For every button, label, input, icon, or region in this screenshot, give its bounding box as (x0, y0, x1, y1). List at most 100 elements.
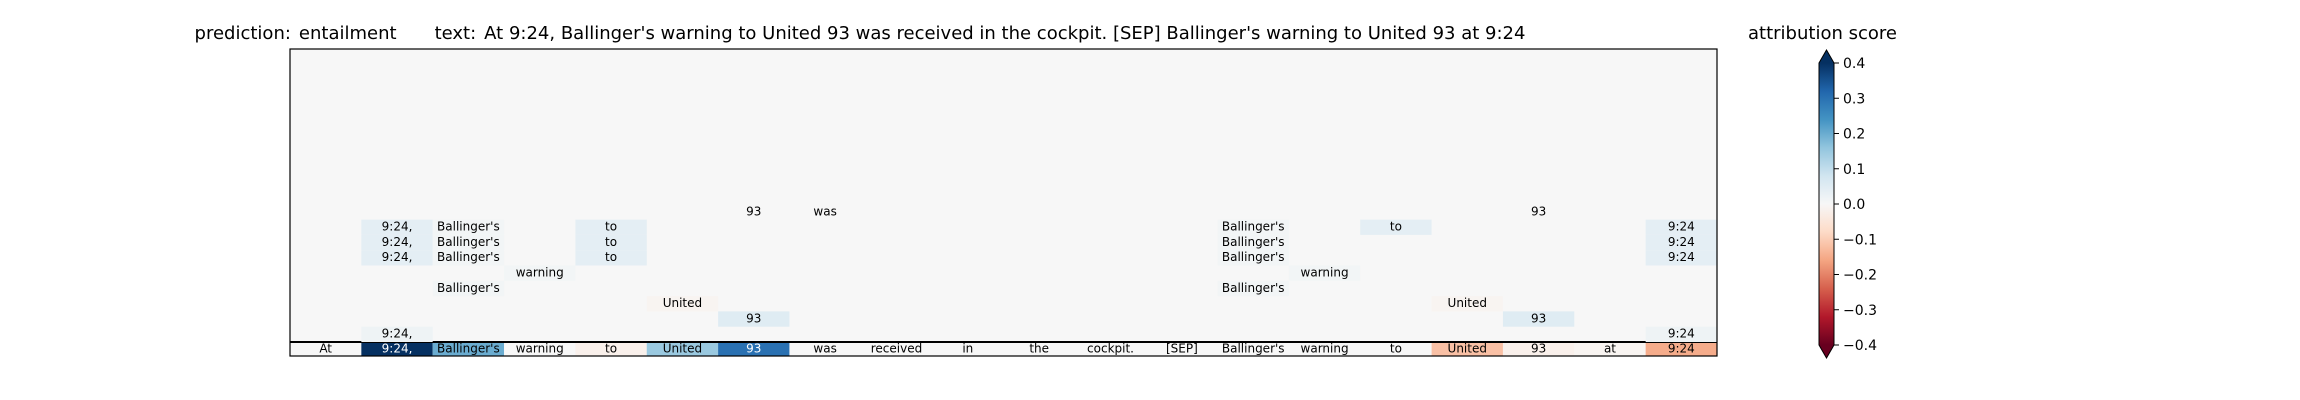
heatmap-cell (432, 234, 505, 251)
input-token-label: warning (516, 342, 564, 356)
heatmap-cell (575, 250, 647, 266)
heatmap-token-label: United (663, 296, 702, 310)
heatmap-token-label: 9:24 (1668, 220, 1695, 234)
chart-title: prediction: entailment text: At 9:24, Balli… (0, 23, 1720, 44)
input-token-label: in (962, 342, 973, 356)
heatmap-cell (1645, 250, 1717, 266)
colorbar-tick-label: 0.0 (1843, 197, 1865, 213)
heatmap-token-label: 9:24 (1668, 327, 1695, 341)
input-token-label: At (319, 342, 332, 356)
prediction-label: prediction: (194, 23, 291, 44)
heatmap-cell (789, 204, 861, 220)
heatmap-cell (361, 234, 433, 251)
heatmap-cell (718, 204, 790, 220)
input-cell (1003, 342, 1075, 356)
input-token-label: cockpit. (1087, 342, 1134, 356)
input-token-label: 9:24 (1668, 342, 1695, 356)
heatmap-cell (1360, 219, 1432, 235)
text-value: At 9:24, Ballinger's warning to United 9… (484, 23, 1526, 44)
heatmap-token-label: 9:24 (1668, 250, 1695, 264)
colorbar-tick-label: 0.1 (1843, 162, 1865, 178)
heatmap-token-label: warning (516, 266, 564, 280)
input-token-label: 9:24, (382, 342, 413, 356)
input-cell (432, 342, 505, 356)
colorbar-gradient-bar (1819, 63, 1834, 345)
heatmap-token-label: 9:24 (1668, 235, 1695, 249)
input-cell (860, 342, 933, 356)
heatmap-token-label: was (813, 204, 836, 218)
heatmap-token-label: 9:24, (382, 235, 413, 249)
input-token-label: to (1390, 342, 1402, 356)
input-token-label: Ballinger's (437, 342, 500, 356)
heatmap-cell (432, 219, 505, 235)
heatmap-cell (1502, 311, 1575, 327)
input-token-label: 93 (1531, 342, 1546, 356)
heatmap-token-label: warning (1301, 266, 1349, 280)
heatmap-cell (1645, 234, 1717, 251)
heatmap-cell (432, 250, 505, 266)
heatmap-token-label: Ballinger's (437, 250, 500, 264)
heatmap-token-label: Ballinger's (437, 281, 500, 295)
input-cell (504, 342, 576, 356)
input-cell (575, 342, 647, 356)
heatmap-token-label: 93 (1531, 311, 1546, 325)
colorbar-tick-label: −0.3 (1843, 303, 1877, 319)
heatmap-token-label: to (1390, 220, 1402, 234)
heatmap-token-label: to (605, 250, 617, 264)
heatmap-cell (432, 280, 505, 297)
colorbar-extend-bottom (1819, 345, 1834, 358)
input-cell (1146, 342, 1218, 356)
heatmap-cell (1217, 250, 1289, 266)
input-cell (1074, 342, 1147, 356)
input-token-label: [SEP] (1166, 342, 1198, 356)
heatmap-token-label: 93 (1531, 204, 1546, 218)
heatmap-token-label: 9:24, (382, 327, 413, 341)
input-cell (1574, 342, 1646, 356)
input-cell (1360, 342, 1432, 356)
heatmap-token-label: Ballinger's (1222, 281, 1285, 295)
input-token-label: Ballinger's (1222, 342, 1285, 356)
input-cell (290, 342, 362, 356)
input-cell (1431, 342, 1503, 356)
heatmap-token-label: Ballinger's (1222, 235, 1285, 249)
heatmap-cell (361, 250, 433, 266)
input-cell (718, 342, 790, 356)
input-cell (1645, 342, 1717, 356)
colorbar-tick-label: 0.3 (1843, 91, 1865, 107)
colorbar-tick-label: 0.2 (1843, 127, 1865, 143)
heatmap-cell (361, 219, 433, 235)
heatmap-token-label: Ballinger's (1222, 220, 1285, 234)
colorbar-title: attribution score (1748, 23, 1897, 44)
input-token-label: received (871, 342, 922, 356)
heatmap-cell (361, 326, 433, 342)
heatmap-token-label: to (605, 220, 617, 234)
heatmap-cell (575, 219, 647, 235)
heatmap-token-label: 93 (746, 204, 761, 218)
heatmap-cell (646, 296, 719, 312)
colorbar: 0.4 0.3 0.2 0.1 0.0 −0.1 −0.2 −0.3 −0.4 (1818, 48, 1877, 360)
heatmap-cell (504, 265, 576, 281)
input-cell (789, 342, 861, 356)
input-token-label: the (1029, 342, 1049, 356)
input-cell (932, 342, 1004, 356)
prediction-value: entailment (298, 23, 397, 44)
heatmap-token-label: Ballinger's (437, 220, 500, 234)
heatmap-cell (1645, 219, 1717, 235)
heatmap-token-label: Ballinger's (1222, 250, 1285, 264)
input-cell (1217, 342, 1289, 356)
colorbar-tick-label: −0.4 (1843, 338, 1877, 354)
heatmap-cell (1502, 204, 1575, 220)
input-token-label: to (605, 342, 617, 356)
input-token-label: warning (1301, 342, 1349, 356)
heatmap-cell (1431, 296, 1503, 312)
colorbar-tick-label: −0.2 (1843, 268, 1877, 284)
input-token-label: 93 (746, 342, 761, 356)
colorbar-tick-label: −0.1 (1843, 232, 1877, 248)
colorbar-extend-top (1819, 50, 1834, 63)
input-cell (1502, 342, 1575, 356)
heatmap-cell (575, 234, 647, 251)
colorbar-tick-label: 0.4 (1843, 56, 1865, 72)
heatmap-cell (718, 311, 790, 327)
heatmap-cell (1217, 234, 1289, 251)
